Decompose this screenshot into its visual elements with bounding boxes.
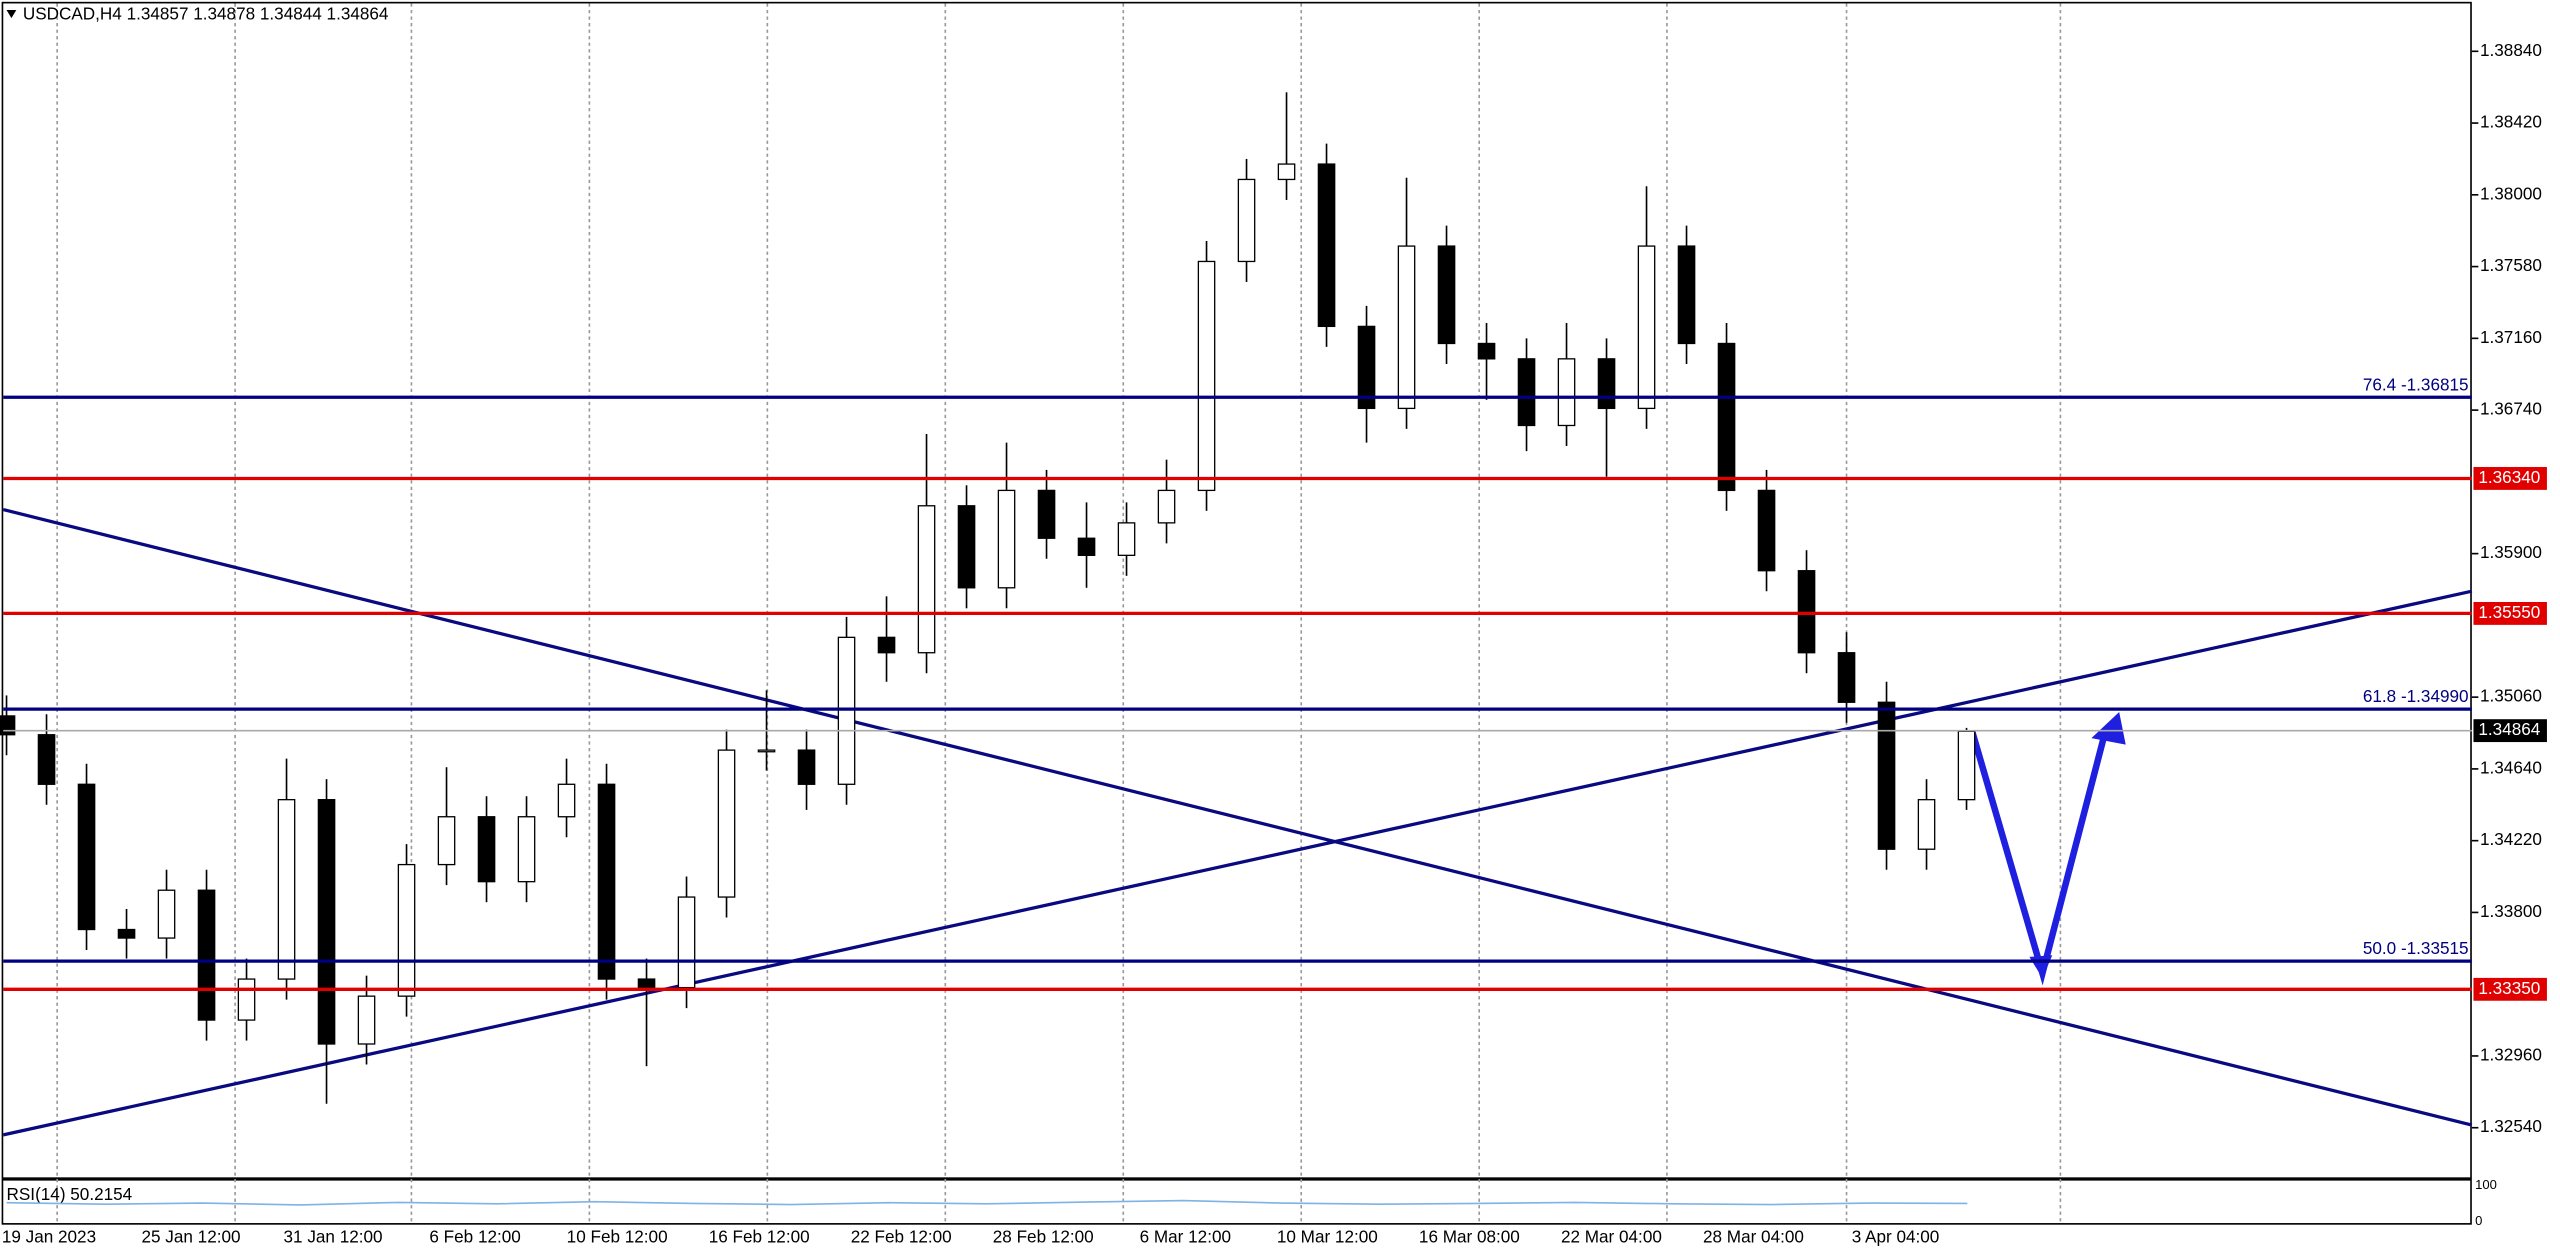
y-tick-label: 1.35900 [2480,542,2542,562]
candle-body [0,715,16,736]
x-tick-label: 6 Mar 12:00 [1140,1226,1231,1246]
candle-body [677,896,696,989]
candle-body [1677,245,1696,345]
level-label: 76.4 -1.36815 [2363,374,2469,394]
last-price-box [2473,719,2547,743]
candle-body [1517,358,1536,427]
candle-body [997,489,1016,589]
candle-body [1397,245,1416,410]
candle-body [1157,489,1176,524]
candle-body [117,928,136,939]
rsi-title: RSI(14) 50.2154 [7,1184,133,1204]
candle-body [357,995,376,1045]
candle-body [1197,260,1216,492]
candle-body [1077,537,1096,556]
y-tick-label: 1.37580 [2480,255,2542,275]
candle-body [517,816,536,883]
x-tick-label: 10 Mar 12:00 [1277,1226,1378,1246]
level-box [2473,977,2547,1001]
y-tick-label: 1.38420 [2480,112,2542,132]
level-label: 1.36340 [2478,467,2540,487]
y-tick-label: 1.32960 [2480,1044,2542,1064]
y-tick-label: 1.37160 [2480,327,2542,347]
level-box [2473,467,2547,490]
candle-body [1797,570,1816,654]
y-tick-label: 1.34640 [2480,757,2542,777]
candle-body [837,636,856,785]
candle-body [37,734,56,785]
candle-body [1237,178,1256,263]
candle-body [1917,799,1936,850]
candle-body [597,783,616,980]
candle-body [1357,325,1376,410]
candle-body [317,799,336,1045]
x-tick-label: 10 Feb 12:00 [567,1226,668,1246]
x-tick-label: 16 Feb 12:00 [709,1226,810,1246]
y-tick-label: 1.38840 [2480,40,2542,60]
candle-body [917,505,936,654]
x-tick-label: 19 Jan 2023 [2,1226,96,1246]
candle-body [1717,342,1736,492]
y-tick-label: 1.32540 [2480,1116,2542,1136]
x-tick-label: 3 Apr 04:00 [1852,1226,1940,1246]
level-label: 1.33350 [2478,978,2540,998]
candle-body [1437,245,1456,345]
candle-body [797,749,816,785]
y-tick-label: 1.35060 [2480,686,2542,706]
candle-body [277,799,296,980]
candle-body [637,978,656,989]
candle-body [1637,245,1656,410]
arrow-heads [2029,712,2126,979]
rsi-line [6,1199,1968,1206]
rsi-tick-label: 100 [2475,1177,2497,1192]
last-price-label: 1.34864 [2478,719,2540,739]
y-tick-label: 1.34220 [2480,829,2542,849]
candle-body [1557,358,1576,427]
candle-body [1317,163,1336,328]
candle-body [1757,489,1776,572]
x-tick-label: 22 Mar 04:00 [1561,1226,1662,1246]
candle-body [1877,701,1896,850]
x-tick-label: 28 Feb 12:00 [993,1226,1094,1246]
y-tick-label: 1.38000 [2480,183,2542,203]
candle-body [557,783,576,818]
x-tick-label: 6 Feb 12:00 [429,1226,520,1246]
level-box [2473,601,2547,625]
x-tick-label: 25 Jan 12:00 [142,1226,241,1246]
candle-body [237,978,256,1021]
y-tick-label: 1.36740 [2480,399,2542,419]
level-label: 1.35550 [2478,602,2540,622]
x-tick-label: 16 Mar 08:00 [1419,1226,1520,1246]
candle-body [1597,358,1616,410]
candle-body [957,505,976,589]
candle-body [1277,163,1296,181]
chart-title: USDCAD,H4 1.34857 1.34878 1.34844 1.3486… [23,3,389,23]
level-label: 50.0 -1.33515 [2363,938,2469,958]
y-tick-label: 1.33800 [2480,901,2542,921]
candle-body [477,816,496,883]
candle-body [197,889,216,1021]
candle-body [157,889,176,939]
candle-body [77,783,96,931]
x-tick-label: 22 Feb 12:00 [851,1226,952,1246]
candle-body [1957,730,1976,801]
x-tick-label: 31 Jan 12:00 [284,1226,383,1246]
menu-icon [6,9,17,19]
candle-body [397,863,416,997]
candle-body [437,816,456,866]
candle-body [877,636,896,654]
candle-body [757,749,776,753]
candle-body [1037,489,1056,539]
x-tick-label: 28 Mar 04:00 [1703,1226,1804,1246]
rsi-tick-label: 0 [2475,1213,2482,1228]
candle-body [717,749,736,898]
candle-body [1837,652,1856,703]
candle-body [1477,342,1496,360]
level-label: 61.8 -1.34990 [2363,686,2469,706]
candle-body [1117,522,1136,556]
